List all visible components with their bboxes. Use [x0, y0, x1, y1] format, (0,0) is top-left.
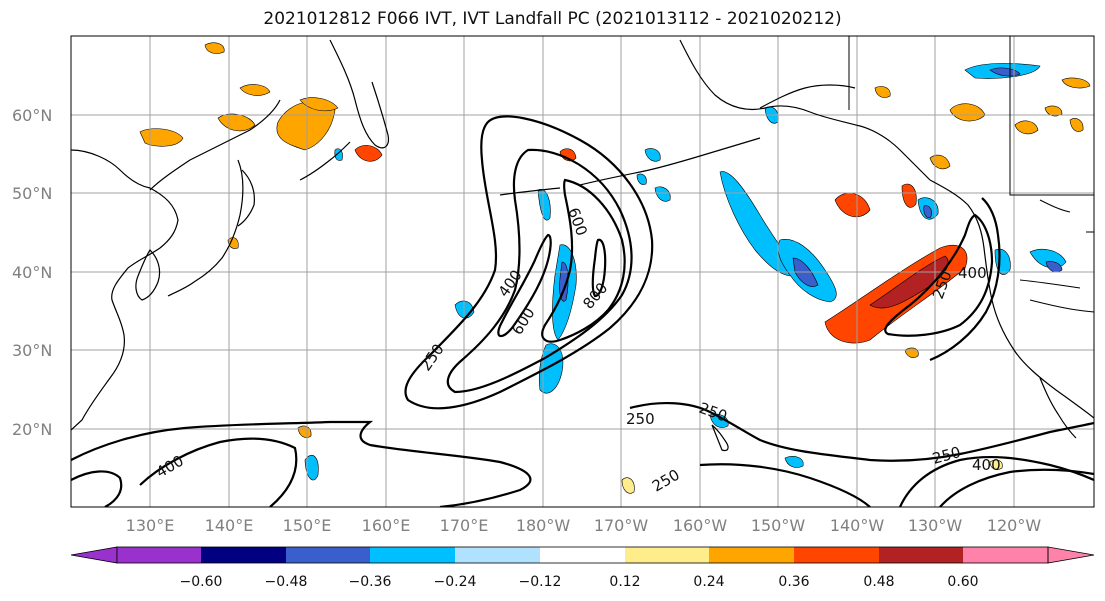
colorbar-tick-label: −0.60: [180, 574, 223, 590]
lon-label: 120°W: [987, 516, 1042, 535]
colorbar-segment: [963, 547, 1048, 563]
contour-label: 400: [972, 456, 1001, 474]
colorbar-tick-label: 0.48: [863, 574, 894, 590]
colorbar-segment: [286, 547, 370, 563]
lon-label: 180°W: [516, 516, 571, 535]
map-frame: [70, 35, 1095, 508]
colorbar-outline: [116, 546, 1049, 564]
lon-label: 140°W: [830, 516, 885, 535]
colorbar-segment: [794, 547, 879, 563]
lon-label: 170°E: [440, 516, 489, 535]
longitude-labels: 130°E 140°E 150°E 160°E 170°E 180°W 170°…: [126, 516, 1042, 535]
colorbar-segment: [879, 547, 963, 563]
colorbar: [70, 546, 1095, 564]
lon-label: 130°W: [908, 516, 963, 535]
colorbar-segment: [540, 547, 625, 563]
colorbar-segment: [117, 547, 201, 563]
colorbar-segment: [709, 547, 794, 563]
latitude-labels: 60°N 50°N 40°N 30°N 20°N: [12, 106, 52, 439]
lon-label: 130°E: [126, 516, 175, 535]
lat-label-50n: 50°N: [12, 184, 52, 203]
map-title: 2021012812 F066 IVT, IVT Landfall PC (20…: [263, 9, 842, 29]
lon-label: 140°E: [205, 516, 254, 535]
lon-label: 150°E: [283, 516, 332, 535]
colorbar-segment: [201, 547, 286, 563]
lon-label: 150°W: [751, 516, 806, 535]
colorbar-tick-label: 0.36: [778, 574, 809, 590]
ivt-contours: [71, 115, 1094, 507]
colorbar-segment: [370, 547, 455, 563]
colorbar-segment: [455, 547, 540, 563]
lon-label: 160°E: [362, 516, 411, 535]
colorbar-tick-label: −0.48: [265, 574, 308, 590]
lon-label: 160°W: [673, 516, 728, 535]
colorbar-tick-label: −0.36: [349, 574, 392, 590]
lat-label-30n: 30°N: [12, 341, 52, 360]
colorbar-tick-label: −0.24: [434, 574, 477, 590]
colorbar-tick-label: −0.12: [519, 574, 562, 590]
contour-label: 400: [958, 264, 987, 282]
colorbar-extend-max: [1047, 546, 1095, 564]
colorbar-extend-min: [70, 546, 118, 564]
lat-label-40n: 40°N: [12, 263, 52, 282]
map-gridlines: [71, 36, 1094, 507]
lon-label: 170°W: [594, 516, 649, 535]
borders: [848, 36, 1094, 313]
lat-label-20n: 20°N: [12, 420, 52, 439]
colorbar-segment: [625, 547, 709, 563]
positive-anomaly-fills: [139, 42, 1091, 494]
colorbar-tick-label: 0.24: [693, 574, 724, 590]
colorbar-tick-label: 0.60: [947, 574, 978, 590]
colorbar-tick-labels: −0.60 −0.48 −0.36 −0.24 −0.12 0.12 0.24 …: [180, 574, 979, 590]
contour-label: 250: [626, 410, 655, 428]
lat-label-60n: 60°N: [12, 106, 52, 125]
colorbar-tick-label: 0.12: [609, 574, 640, 590]
